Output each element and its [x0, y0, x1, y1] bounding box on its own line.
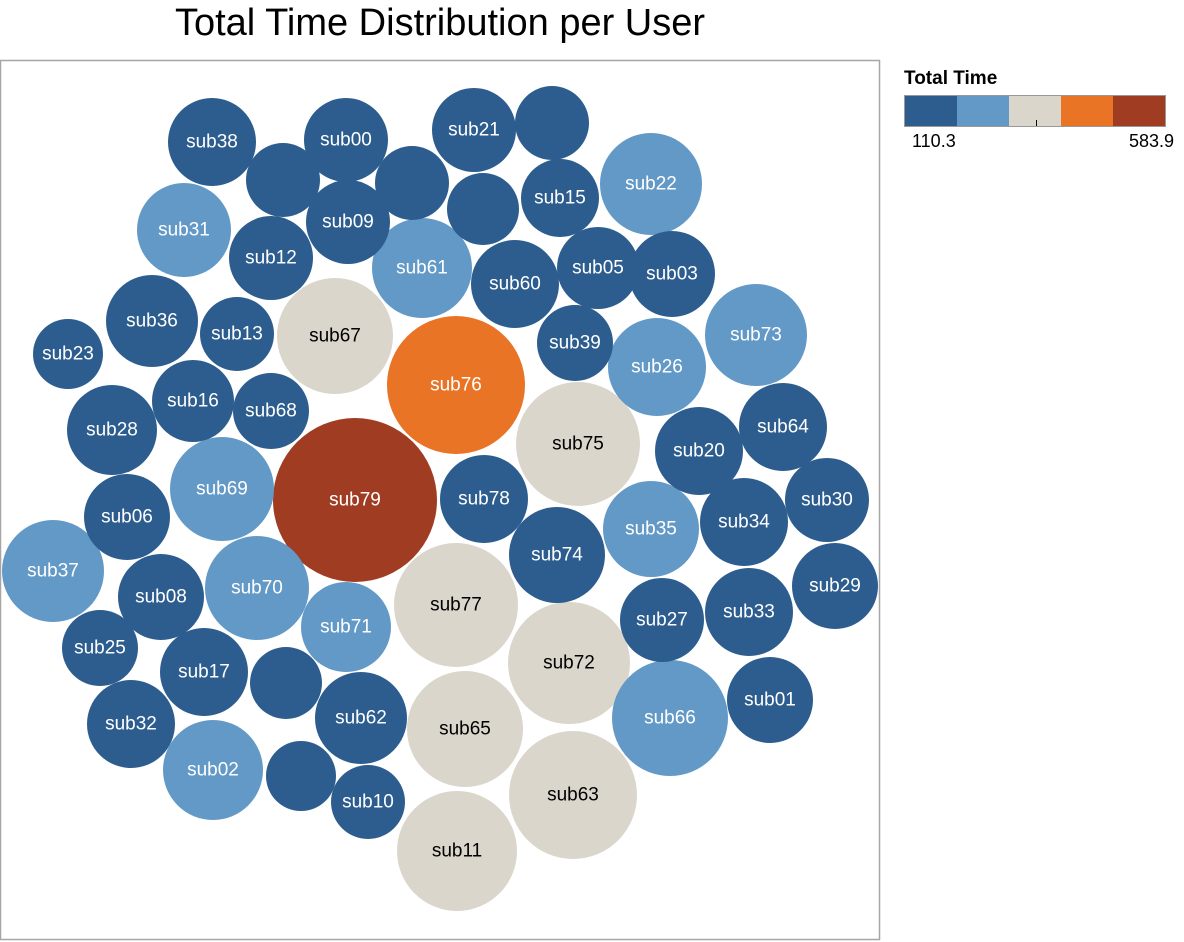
- bubble-unlabeled-54[interactable]: [515, 86, 589, 160]
- bubble-sub72[interactable]: [508, 602, 630, 724]
- bubble-sub79[interactable]: [273, 418, 437, 582]
- legend-swatch-4: [1113, 96, 1165, 126]
- bubble-sub64[interactable]: [739, 383, 827, 471]
- bubble-unlabeled-55[interactable]: [246, 143, 320, 217]
- bubble-sub25[interactable]: [62, 610, 138, 686]
- bubble-sub00[interactable]: [304, 98, 388, 182]
- bubble-sub78[interactable]: [440, 455, 528, 543]
- bubble-sub73[interactable]: [705, 284, 807, 386]
- bubble-sub29[interactable]: [792, 543, 878, 629]
- legend-min-label: 110.3: [912, 131, 956, 151]
- bubble-sub33[interactable]: [705, 568, 793, 656]
- bubble-sub37[interactable]: [2, 520, 104, 622]
- bubble-sub68[interactable]: [233, 373, 309, 449]
- bubble-sub23[interactable]: [33, 319, 103, 389]
- bubble-sub35[interactable]: [603, 481, 699, 577]
- bubble-unlabeled-57[interactable]: [447, 173, 519, 245]
- bubble-sub77[interactable]: [394, 543, 518, 667]
- bubble-sub10[interactable]: [331, 765, 405, 839]
- bubble-sub62[interactable]: [315, 672, 407, 764]
- legend-max-label: 583.9: [1128, 131, 1174, 151]
- bubble-sub63[interactable]: [509, 731, 637, 859]
- bubble-sub31[interactable]: [137, 183, 231, 277]
- bubble-sub15[interactable]: [521, 159, 599, 237]
- bubble-sub17[interactable]: [160, 628, 248, 716]
- bubble-sub38[interactable]: [168, 98, 256, 186]
- bubble-sub32[interactable]: [87, 680, 175, 768]
- bubble-sub61[interactable]: [372, 218, 472, 318]
- legend-swatch-1: [957, 96, 1009, 126]
- legend-swatch-0: [905, 96, 957, 126]
- bubble-sub65[interactable]: [407, 671, 523, 787]
- bubble-sub22[interactable]: [600, 133, 702, 235]
- bubble-sub34[interactable]: [700, 478, 788, 566]
- bubble-sub67[interactable]: [277, 278, 393, 394]
- bubble-sub03[interactable]: [629, 231, 715, 317]
- legend-swatch-3: [1061, 96, 1113, 126]
- bubble-unlabeled-56[interactable]: [375, 146, 449, 220]
- bubble-sub66[interactable]: [612, 660, 728, 776]
- bubble-sub60[interactable]: [471, 240, 559, 328]
- bubble-unlabeled-58[interactable]: [250, 647, 322, 719]
- bubble-sub28[interactable]: [67, 385, 157, 475]
- bubble-sub16[interactable]: [152, 360, 234, 442]
- bubble-sub09[interactable]: [306, 180, 390, 264]
- bubble-sub11[interactable]: [397, 791, 517, 911]
- bubble-sub12[interactable]: [229, 216, 313, 300]
- chart-title: Total Time Distribution per User: [174, 2, 706, 44]
- bubble-sub71[interactable]: [301, 582, 391, 672]
- legend-labels: 110.3 583.9: [904, 131, 1174, 155]
- bubble-sub27[interactable]: [620, 578, 704, 662]
- bubble-sub74[interactable]: [509, 507, 605, 603]
- bubble-sub01[interactable]: [727, 657, 813, 743]
- bubble-sub08[interactable]: [118, 554, 204, 640]
- bubble-sub75[interactable]: [516, 382, 640, 506]
- bubble-sub70[interactable]: [205, 536, 309, 640]
- bubble-sub30[interactable]: [785, 458, 869, 542]
- color-legend: Total Time 110.3 583.9: [904, 68, 1176, 155]
- bubble-unlabeled-59[interactable]: [266, 741, 336, 811]
- bubble-sub02[interactable]: [163, 720, 263, 820]
- bubble-sub05[interactable]: [557, 227, 639, 309]
- bubbles-group: sub79sub76sub11sub63sub65sub72sub77sub75…: [2, 86, 878, 911]
- legend-swatch-2: [1009, 96, 1061, 126]
- bubble-sub39[interactable]: [537, 305, 613, 381]
- bubble-sub20[interactable]: [655, 407, 743, 495]
- bubble-sub06[interactable]: [84, 474, 170, 560]
- bubble-sub36[interactable]: [106, 275, 198, 367]
- bubble-sub13[interactable]: [200, 297, 274, 371]
- legend-title: Total Time: [904, 68, 998, 89]
- legend-color-bar: [904, 95, 1166, 127]
- bubble-sub76[interactable]: [387, 316, 525, 454]
- legend-tick: [1036, 120, 1037, 126]
- bubble-sub21[interactable]: [432, 88, 516, 172]
- bubble-sub26[interactable]: [608, 318, 706, 416]
- bubble-sub69[interactable]: [170, 437, 274, 541]
